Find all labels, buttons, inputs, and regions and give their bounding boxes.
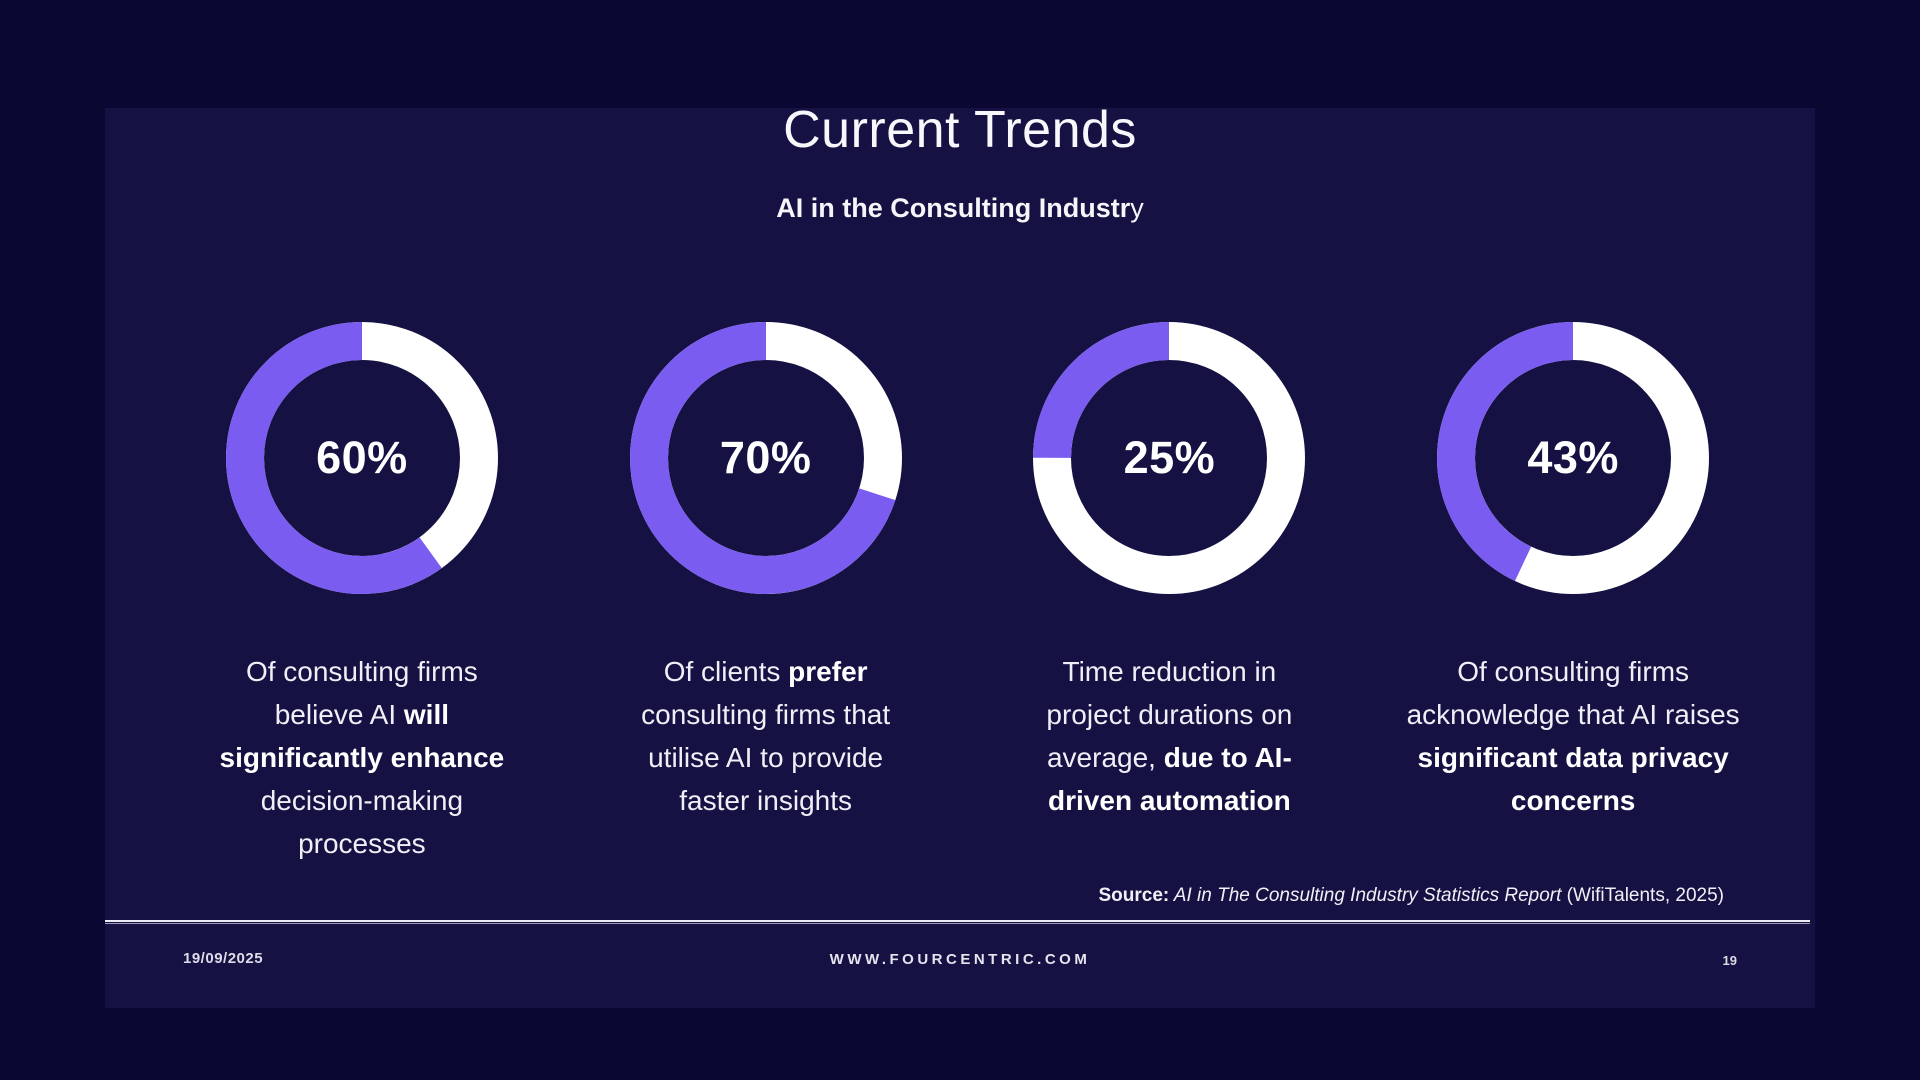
caption-text: Of clients [663, 656, 789, 687]
page-title: Current Trends [783, 101, 1137, 159]
source-report-title: AI in The Consulting Industry Statistics… [1169, 885, 1562, 906]
donut-chart: 70% [629, 322, 902, 594]
footer-divider [105, 920, 1810, 924]
stat-caption: Of consulting firms believe AI will signif… [220, 650, 505, 865]
footer-date: 19/09/2025 [183, 950, 264, 967]
caption-line: consulting firms that [641, 693, 890, 736]
caption-bold-text: will [403, 699, 450, 730]
stat-column: 43% Of consulting firms acknowledge that A… [1371, 322, 1775, 865]
caption-line: Of consulting firms [1407, 650, 1740, 693]
source-line: Source: AI in The Consulting Industry St… [1098, 885, 1724, 907]
caption-text: processes [298, 828, 426, 859]
caption-line: faster insights [641, 779, 890, 822]
caption-bold-text: significantly enhance [219, 742, 505, 773]
caption-line: believe AI will [220, 693, 505, 736]
caption-line: significant data privacy [1407, 736, 1740, 779]
caption-bold-text: driven automation [1048, 785, 1291, 816]
donut-ring-svg [1437, 322, 1710, 594]
donut-stats-row: 60% Of consulting firms believe AI will sig… [105, 322, 1815, 865]
caption-line: Of consulting firms [220, 650, 505, 693]
caption-line: driven automation [1046, 779, 1292, 822]
donut-chart: 43% [1437, 322, 1710, 594]
caption-text: utilise AI to provide [648, 742, 884, 773]
caption-line: Time reduction in [1046, 650, 1292, 693]
caption-text: Of consulting firms [245, 656, 478, 687]
caption-line: average, due to AI- [1046, 736, 1292, 779]
source-suffix: (WifiTalents, 2025) [1561, 885, 1724, 906]
donut-chart: 60% [225, 322, 498, 594]
page-subtitle: AI in the Consulting Industry [0, 193, 1920, 224]
caption-text: faster insights [679, 785, 852, 816]
donut-ring-svg [1033, 322, 1306, 594]
caption-text: believe AI [274, 699, 404, 730]
caption-bold-text: due to AI- [1163, 742, 1292, 773]
stat-column: 60% Of consulting firms believe AI will sig… [160, 322, 564, 865]
caption-text: Of consulting firms [1457, 656, 1690, 687]
stat-caption: Of clients prefer consulting firms that ut… [641, 650, 890, 822]
caption-text: acknowledge that AI raises [1406, 699, 1740, 730]
stat-caption: Of consulting firms acknowledge that AI r… [1407, 650, 1740, 822]
source-label: Source: [1098, 885, 1170, 906]
donut-value-label: 43% [1527, 432, 1619, 483]
stat-caption: Time reduction in project durations on ave… [1046, 650, 1292, 822]
donut-value-label: 70% [719, 432, 812, 483]
caption-text: consulting firms that [641, 699, 891, 730]
footer-website: WWW.FOURCENTRIC.COM [829, 951, 1091, 968]
subtitle-tail: y [1130, 193, 1144, 223]
donut-ring-svg [629, 322, 902, 594]
caption-bold-text: concerns [1510, 785, 1636, 816]
caption-text: project durations on [1046, 699, 1293, 730]
donut-value-label: 60% [316, 432, 408, 483]
caption-line: Of clients prefer [641, 650, 890, 693]
caption-line: concerns [1407, 779, 1740, 822]
caption-line: decision-making [220, 779, 505, 822]
footer-page-number: 19 [1722, 953, 1737, 968]
caption-text: Time reduction in [1062, 656, 1277, 687]
subtitle-bold-part: AI in the Consulting Industr [776, 193, 1131, 223]
caption-line: processes [220, 822, 505, 865]
donut-value-label: 25% [1123, 432, 1216, 483]
stat-column: 25% Time reduction in project durations on… [968, 322, 1372, 865]
caption-bold-text: prefer [788, 656, 868, 687]
caption-bold-text: significant data privacy [1417, 742, 1729, 773]
caption-line: utilise AI to provide [641, 736, 890, 779]
caption-text: average, [1046, 742, 1164, 773]
stat-column: 70% Of clients prefer consulting firms tha… [564, 322, 968, 865]
caption-line: project durations on [1046, 693, 1292, 736]
caption-text: decision-making [260, 785, 464, 816]
donut-chart: 25% [1033, 322, 1306, 594]
donut-ring-svg [225, 322, 498, 594]
caption-line: significantly enhance [220, 736, 505, 779]
caption-line: acknowledge that AI raises [1407, 693, 1740, 736]
